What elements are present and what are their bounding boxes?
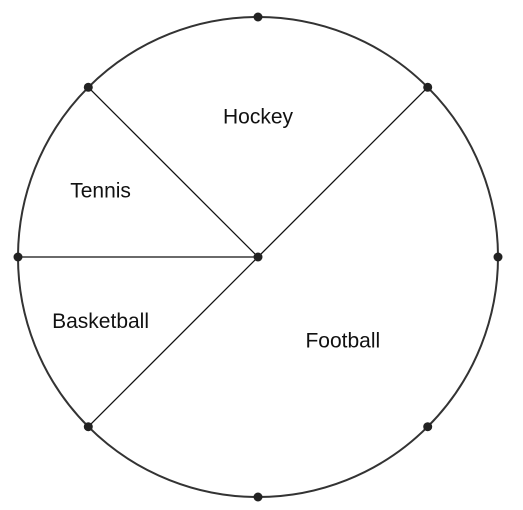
circle-marker [253, 492, 263, 502]
slice-boundary-line [257, 86, 429, 258]
circle-marker [13, 252, 23, 262]
circle-marker [493, 252, 503, 262]
circle-marker [423, 82, 433, 92]
center-marker [253, 252, 263, 262]
circle-marker [83, 82, 93, 92]
circle-marker [83, 422, 93, 432]
slice-label-basketball: Basketball [52, 310, 149, 333]
slice-boundaries [18, 86, 429, 428]
circle-marker [253, 12, 263, 22]
slice-label-hockey: Hockey [223, 105, 294, 128]
slice-boundary-line [87, 86, 259, 258]
slice-label-tennis: Tennis [70, 179, 131, 202]
slice-boundary-line [87, 256, 259, 428]
circle-markers [13, 12, 503, 502]
circle-marker [423, 422, 433, 432]
slice-label-football: Football [305, 329, 380, 352]
slice-labels: Football Basketball Tennis Hockey [52, 105, 380, 352]
